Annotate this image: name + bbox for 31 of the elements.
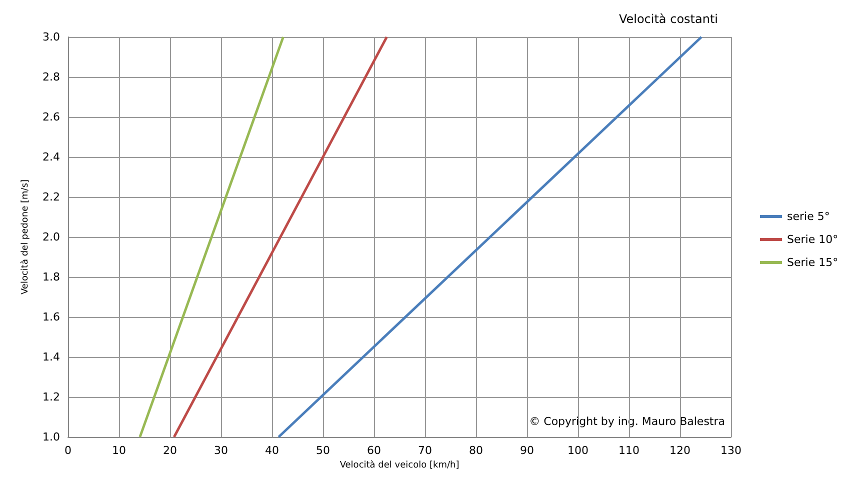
y-tick-label: 2.8 — [42, 70, 60, 84]
x-tick-label: 70 — [418, 444, 432, 457]
x-tick-label: 80 — [469, 444, 483, 457]
x-tick-label: 30 — [214, 444, 228, 457]
y-tick-label: 1.4 — [42, 350, 60, 364]
legend-label: Serie 10° — [787, 233, 838, 246]
y-tick-label: 1.2 — [42, 390, 60, 404]
y-axis-title: Velocità del pedone [m/s] — [20, 179, 30, 295]
chart-title: Velocità costanti — [618, 12, 718, 26]
x-tick-label: 10 — [112, 444, 126, 457]
x-tick-label: 20 — [163, 444, 177, 457]
x-tick-label: 120 — [670, 444, 690, 457]
x-tick-label: 130 — [720, 444, 742, 457]
x-tick-label: 0 — [64, 444, 72, 457]
x-tick-label: 40 — [265, 444, 279, 457]
y-tick-label: 1.6 — [42, 310, 60, 324]
x-axis-title: Velocità del veicolo [km/h] — [340, 460, 460, 470]
y-tick-label: 1.8 — [42, 270, 60, 284]
x-tick-label: 100 — [568, 444, 588, 457]
y-tick-label: 3.0 — [42, 30, 60, 44]
y-tick-label: 1.0 — [42, 430, 60, 444]
x-tick-label: 60 — [367, 444, 381, 457]
x-tick-label: 50 — [316, 444, 330, 457]
y-tick-label: 2.0 — [42, 230, 60, 244]
legend-label: Serie 15° — [787, 256, 838, 269]
y-tick-label: 2.6 — [42, 110, 60, 124]
legend-label: serie 5° — [787, 210, 830, 223]
x-tick-label: 90 — [520, 444, 534, 457]
x-tick-label: 110 — [618, 444, 640, 457]
y-tick-label: 2.2 — [42, 190, 60, 204]
y-tick-label: 2.4 — [42, 150, 60, 164]
